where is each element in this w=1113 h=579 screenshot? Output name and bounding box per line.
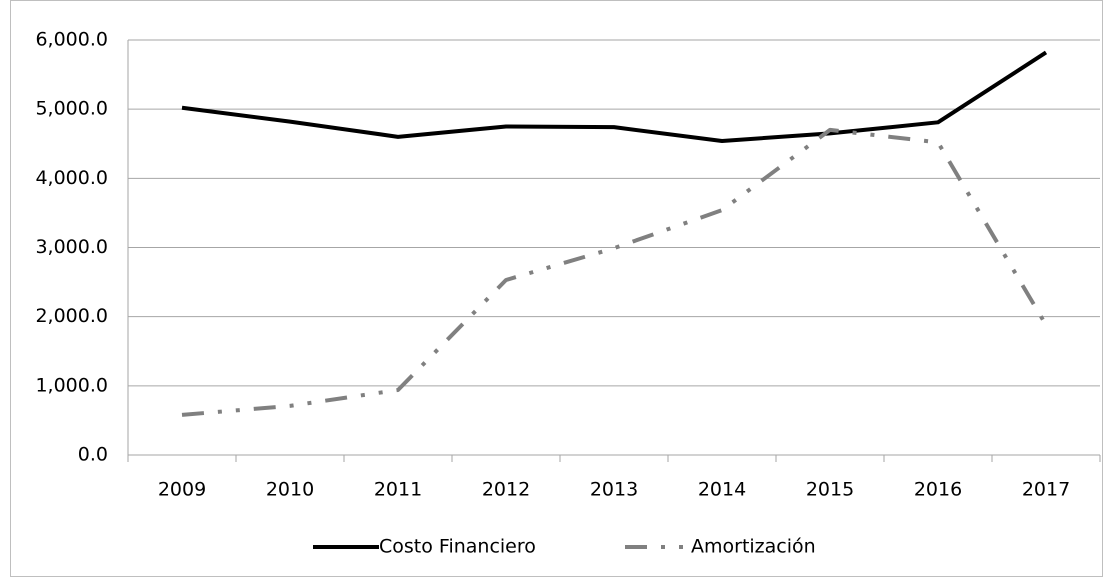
line-series (181, 127, 1048, 417)
chart-frame (10, 0, 1103, 577)
x-tick-label: 2015 (806, 479, 854, 501)
y-tick-label: 5,000.0 (35, 98, 108, 120)
legend-label: Costo Financiero (379, 536, 536, 558)
x-tick-label: 2011 (374, 479, 422, 501)
legend-label: Amortización (691, 536, 816, 558)
x-tick-label: 2014 (698, 479, 746, 501)
y-tick-label: 1,000.0 (35, 374, 108, 396)
y-tick-label: 3,000.0 (35, 236, 108, 258)
y-tick-label: 2,000.0 (35, 305, 108, 327)
y-tick-label: 0.0 (78, 444, 108, 466)
x-tick-label: 2012 (482, 479, 530, 501)
x-tick-label: 2017 (1022, 479, 1070, 501)
y-tick-label: 6,000.0 (35, 29, 108, 51)
y-tick-label: 4,000.0 (35, 167, 108, 189)
x-tick-label: 2009 (158, 479, 206, 501)
line-series (181, 50, 1048, 143)
x-tick-label: 2013 (590, 479, 638, 501)
x-tick-label: 2010 (266, 479, 314, 501)
x-tick-label: 2016 (914, 479, 962, 501)
